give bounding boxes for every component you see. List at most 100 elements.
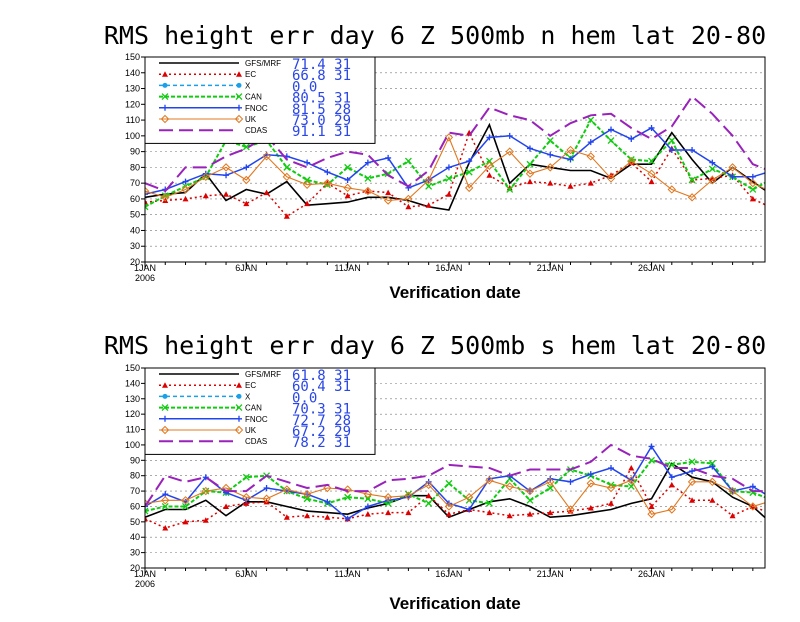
triangle-marker [364,511,371,517]
data-point [749,186,757,193]
triangle-marker [202,192,209,199]
diamond-marker [181,496,190,505]
x-tick-sublabel: 2006 [135,273,155,283]
diamond-marker [424,175,433,185]
data-point [405,203,412,210]
series-line [145,136,765,202]
data-point [709,159,716,166]
data-point [383,493,393,502]
y-tick-label: 110 [126,425,140,435]
y-tick-label: 150 [125,52,140,62]
data-point [262,494,271,503]
data-point [145,515,148,522]
legend-name: CDAS [245,126,267,135]
x-marker [770,497,776,503]
plus-marker [182,178,189,185]
plus-marker [689,468,696,475]
data-point [770,497,776,503]
data-point [364,159,371,166]
series-gfs-mrf [145,462,765,519]
legend-name: FNOC [245,415,268,424]
data-point [567,156,574,163]
legend-name: FNOC [245,104,268,113]
plus-marker [770,168,776,174]
plus-marker [202,474,209,481]
y-tick-label: 30 [130,241,140,251]
diamond-marker [242,175,251,185]
data-point [303,176,311,184]
y-tick-label: 120 [125,99,140,109]
x-marker [344,163,352,171]
data-point [627,476,636,485]
data-point [466,506,473,513]
diamond-marker [606,174,616,183]
y-tick-label: 90 [130,455,140,465]
plot-area [145,94,796,219]
data-point [404,194,413,204]
diamond-marker [234,425,244,435]
plus-marker [466,158,473,165]
y-tick-label: 50 [130,210,140,220]
data-point [486,509,493,516]
data-point [587,471,594,478]
data-point [162,415,168,422]
data-point [648,503,655,509]
data-point [770,497,777,504]
data-point [363,489,373,499]
data-point [385,154,392,161]
data-point [567,183,574,189]
data-point [162,382,168,388]
diamond-marker [145,186,150,196]
diamond-marker [546,163,555,172]
data-point [161,193,170,202]
x-tick-label: 6JAN [235,263,257,273]
triangle-marker [145,515,148,522]
x-tick-label: 26JAN [638,569,665,579]
triangle-marker [145,199,148,205]
x-marker [161,404,169,412]
legend-name: CDAS [245,437,267,446]
x-tick-label: 16JAN [435,569,462,579]
data-point [790,207,796,213]
diamond-marker [464,493,474,502]
diamond-marker [728,486,737,496]
triangle-marker [668,481,675,488]
diamond-marker [323,178,332,188]
plus-marker [526,145,533,152]
circle-marker [236,82,242,88]
y-tick-label: 20 [130,257,140,267]
chart-title: RMS height err day 6 Z 500mb n hem lat 2… [104,21,766,50]
series-uk [145,476,777,519]
triangle-marker [223,503,230,509]
legend-name: GFS/MRF [245,370,281,379]
triangle-marker [526,511,533,517]
triangle-marker [385,189,392,196]
data-point [262,152,271,161]
plus-marker [364,159,371,166]
diamond-marker [282,485,292,494]
data-point [525,486,535,496]
triangle-marker [425,202,432,208]
plus-marker [243,164,250,171]
data-point [526,178,533,185]
triangle-marker [628,465,635,471]
data-point [506,512,513,519]
x-tick-label: 21JAN [537,263,564,273]
x-marker [303,176,311,184]
plus-marker [648,443,655,450]
x-marker [445,479,453,487]
diamond-marker [606,483,616,493]
legend-stat: 70.3 31 [292,402,351,418]
data-point [145,199,148,205]
y-tick-label: 80 [130,471,140,481]
data-point [323,178,332,188]
data-point [668,137,676,145]
diamond-marker [343,485,352,494]
data-point [344,177,351,183]
legend-name: UK [245,115,257,124]
x-marker [668,137,676,145]
plus-marker [344,515,351,522]
legend-name: EC [245,381,256,390]
x-marker [708,165,716,173]
triangle-marker [445,191,452,197]
